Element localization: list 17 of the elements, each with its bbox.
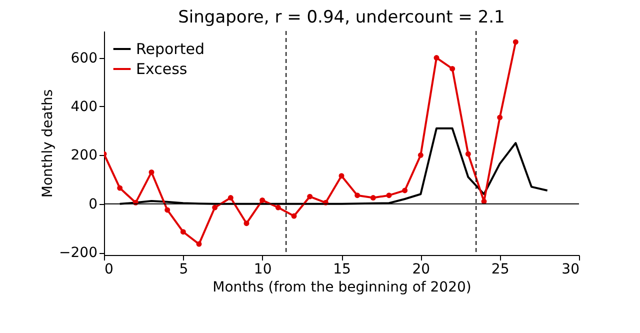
- x-axis-title: Months (from the beginning of 2020): [212, 280, 472, 296]
- x-tick-label: 10: [254, 262, 272, 278]
- legend-label: Excess: [136, 60, 188, 78]
- x-tick-label: 20: [412, 262, 430, 278]
- y-tick-label: 400: [70, 98, 98, 115]
- x-tick-label: 30: [562, 262, 580, 278]
- x-tick-label: 0: [104, 262, 114, 278]
- y-axis-title: Monthly deaths: [40, 89, 56, 198]
- x-tick-label: 25: [491, 262, 510, 278]
- y-tick-label: 0: [88, 196, 98, 212]
- x-tick-label: 15: [333, 262, 351, 278]
- legend-label: Reported: [136, 40, 204, 58]
- y-tick-label: −200: [59, 245, 98, 262]
- x-tick-label: 5: [179, 262, 188, 278]
- y-tick-label: 600: [70, 50, 98, 66]
- chart-title: Singapore, r = 0.94, undercount = 2.1: [178, 8, 505, 28]
- y-tick-label: 200: [70, 148, 98, 164]
